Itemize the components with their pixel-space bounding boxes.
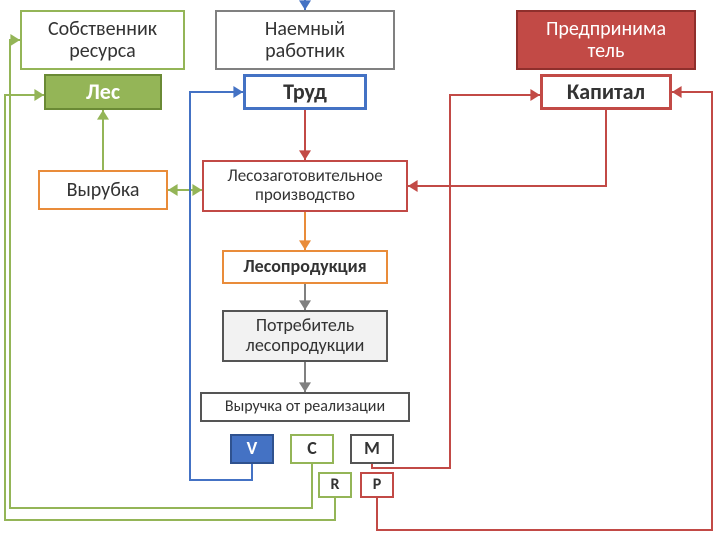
node-M: M: [350, 434, 394, 464]
node-entr: Предпринима тель: [516, 10, 696, 70]
node-labor: Труд: [243, 74, 367, 110]
node-owner: Собственник ресурса: [20, 10, 185, 70]
node-R: R: [318, 472, 352, 498]
node-prod: Лесозаготовительное производство: [202, 160, 408, 212]
edge: [5, 95, 335, 520]
node-revenue: Выручка от реализации: [200, 392, 410, 422]
edge: [377, 92, 712, 530]
node-output: Лесопродукция: [222, 250, 388, 284]
edge: [408, 110, 606, 186]
node-worker: Наемный работник: [215, 10, 395, 70]
node-V: V: [230, 434, 274, 464]
node-P: P: [360, 472, 394, 498]
node-consumer: Потребитель лесопродукции: [222, 310, 388, 362]
node-logging: Вырубка: [38, 170, 168, 210]
node-capital: Капитал: [540, 74, 672, 110]
node-C: C: [290, 434, 334, 464]
node-forest: Лес: [44, 74, 162, 110]
